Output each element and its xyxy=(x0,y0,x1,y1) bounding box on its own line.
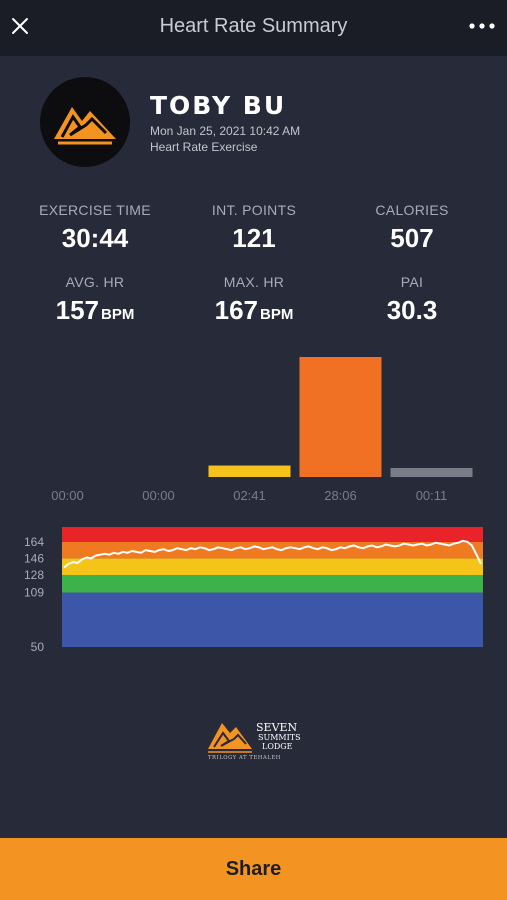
zone-bar xyxy=(208,465,291,477)
stat-calories: CALORIES 507 xyxy=(327,202,497,254)
x-tick-label: 00:00 xyxy=(142,488,175,503)
stat-label: MAX. HR xyxy=(223,274,285,290)
workout-type: Heart Rate Exercise xyxy=(150,140,258,154)
stat-avg-hr: AVG. HR 157 BPM xyxy=(10,274,180,326)
user-name: TOBY BU xyxy=(150,91,287,120)
stat-value: 157 BPM xyxy=(10,295,180,326)
stat-int-points: INT. POINTS 121 xyxy=(169,202,339,254)
stat-value: 30.3 xyxy=(327,295,497,326)
brand-tagline: TRILOGY AT TEHALEH xyxy=(208,755,281,761)
zone-bar xyxy=(299,357,382,477)
stat-value: 167 BPM xyxy=(169,295,339,326)
stat-label: AVG. HR xyxy=(65,274,125,290)
stat-exercise-time: EXERCISE TIME 30:44 xyxy=(10,202,180,254)
hr-zone-band xyxy=(62,558,483,575)
share-button[interactable]: Share xyxy=(0,838,507,900)
stat-number: 157 xyxy=(55,295,100,325)
x-tick-label: 02:41 xyxy=(233,488,266,503)
brand-line-3: LODGE xyxy=(262,742,293,751)
brand-line-2: SUMMITS xyxy=(258,733,301,742)
zone-time-bar-chart: 00:00 00:00 02:41 28:06 00:11 xyxy=(51,357,473,503)
y-tick-label: 109 xyxy=(24,586,44,600)
hr-zone-band xyxy=(62,575,483,593)
stat-pai: PAI 30.3 xyxy=(327,274,497,326)
heart-rate-zone-chart: 164 146 128 109 50 xyxy=(24,527,483,654)
stat-number: 507 xyxy=(390,223,434,253)
avatar xyxy=(40,77,130,167)
x-tick-label: 00:11 xyxy=(416,488,448,503)
page-title: Heart Rate Summary xyxy=(159,15,348,37)
y-tick-label: 146 xyxy=(24,551,44,565)
stat-number: 121 xyxy=(232,223,276,253)
close-icon[interactable] xyxy=(8,14,32,38)
stat-label: PAI xyxy=(400,274,424,290)
x-tick-label: 28:06 xyxy=(324,488,357,503)
mountain-logo-icon xyxy=(54,107,116,145)
heart-rate-line xyxy=(63,539,482,569)
stat-unit: BPM xyxy=(101,306,135,323)
stat-number: 30:44 xyxy=(61,223,129,253)
y-tick-label: 164 xyxy=(24,535,44,549)
workout-date: Mon Jan 25, 2021 10:42 AM xyxy=(150,124,301,138)
hr-zone-band xyxy=(62,541,483,559)
y-tick-label: 128 xyxy=(24,568,44,582)
more-icon[interactable] xyxy=(467,14,497,38)
stat-max-hr: MAX. HR 167 BPM xyxy=(169,274,339,326)
hr-zone-band xyxy=(62,592,483,647)
y-tick-label: 50 xyxy=(31,640,45,654)
stat-label: EXERCISE TIME xyxy=(39,202,151,218)
stat-number: 30.3 xyxy=(386,295,438,325)
stat-value: 507 xyxy=(327,223,497,254)
x-tick-label: 00:00 xyxy=(51,488,84,503)
stat-label: INT. POINTS xyxy=(211,202,297,218)
hr-zone-band xyxy=(62,527,483,542)
brand-line-1: SEVEN xyxy=(256,721,298,734)
stat-value: 30:44 xyxy=(10,223,180,254)
stat-label: CALORIES xyxy=(375,202,449,218)
zone-bar xyxy=(390,468,473,477)
top-bar: Heart Rate Summary xyxy=(0,0,507,56)
seven-summits-lodge-logo: SEVEN SUMMITS LODGE TRILOGY AT TEHALEH xyxy=(208,721,301,761)
stat-number: 167 xyxy=(214,295,259,325)
stat-value: 121 xyxy=(169,223,339,254)
stat-unit: BPM xyxy=(260,306,294,323)
